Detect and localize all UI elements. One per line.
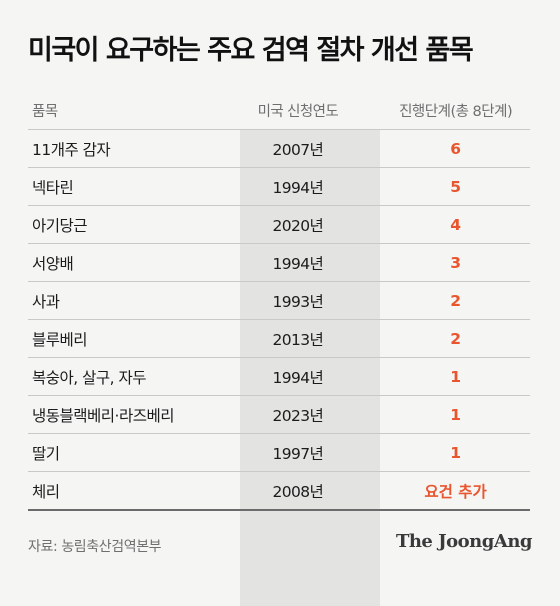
table-row: 복숭아, 살구, 자두 1994년 1	[28, 358, 530, 396]
table-row: 블루베리 2013년 2	[28, 320, 530, 358]
cell-item: 사과	[32, 292, 60, 311]
header-year: 미국 신청연도	[257, 104, 339, 120]
cell-year: 1994년	[272, 254, 324, 273]
cell-year: 1994년	[272, 368, 324, 387]
cell-stage: 1	[450, 405, 461, 424]
year-column-shade	[240, 130, 380, 606]
table-row: 서양배 1994년 3	[28, 244, 530, 282]
table-row: 아기당근 2020년 4	[28, 206, 530, 244]
cell-year: 1994년	[272, 178, 324, 197]
table-row: 사과 1993년 2	[28, 282, 530, 320]
cell-item: 넥타린	[32, 178, 74, 197]
cell-year: 2023년	[272, 406, 324, 425]
cell-item: 딸기	[32, 444, 60, 463]
cell-stage: 1	[450, 443, 461, 462]
table-row: 체리 2008년 요건 추가	[28, 472, 530, 511]
header-item: 품목	[32, 104, 58, 120]
cell-item: 냉동블랙베리·라즈베리	[32, 406, 175, 425]
cell-stage: 4	[450, 215, 461, 234]
cell-item: 블루베리	[32, 330, 88, 349]
cell-stage: 5	[450, 177, 461, 196]
table-row: 냉동블랙베리·라즈베리 2023년 1	[28, 396, 530, 434]
inspection-table: 품목 미국 신청연도 진행단계(총 8단계) 11개주 감자 2007년 6 넥…	[28, 92, 530, 606]
cell-item: 복숭아, 살구, 자두	[32, 368, 147, 387]
table-row: 11개주 감자 2007년 6	[28, 130, 530, 168]
cell-year: 2008년	[272, 482, 324, 501]
cell-item: 11개주 감자	[32, 140, 111, 159]
cell-stage: 요건 추가	[424, 482, 487, 501]
table-header: 품목 미국 신청연도 진행단계(총 8단계)	[28, 92, 530, 130]
cell-item: 서양배	[32, 254, 74, 273]
cell-stage: 2	[450, 329, 461, 348]
cell-item: 아기당근	[32, 216, 88, 235]
source-note: 자료: 농림축산검역본부	[28, 539, 162, 555]
cell-stage: 6	[450, 139, 461, 158]
cell-stage: 2	[450, 291, 461, 310]
table-row: 넥타린 1994년 5	[28, 168, 530, 206]
cell-year: 2013년	[272, 330, 324, 349]
cell-year: 1993년	[272, 292, 324, 311]
cell-year: 2007년	[272, 140, 324, 159]
header-stage: 진행단계(총 8단계)	[399, 104, 513, 120]
cell-item: 체리	[32, 482, 60, 501]
page-title: 미국이 요구하는 주요 검역 절차 개선 품목	[28, 35, 474, 66]
cell-stage: 3	[450, 253, 461, 272]
cell-stage: 1	[450, 367, 461, 386]
publisher-logo: The JoongAng	[395, 531, 533, 552]
cell-year: 1997년	[272, 444, 324, 463]
table-row: 딸기 1997년 1	[28, 434, 530, 472]
cell-year: 2020년	[272, 216, 324, 235]
